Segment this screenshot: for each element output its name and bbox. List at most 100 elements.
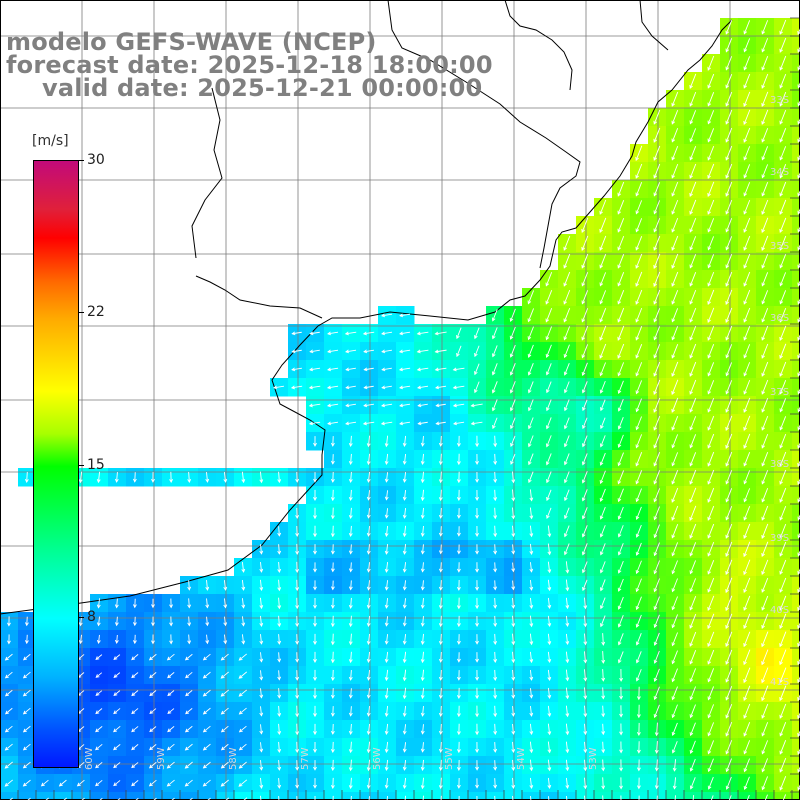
wind-arrow <box>689 631 697 647</box>
wind-arrow <box>707 271 715 287</box>
wind-arrow <box>420 651 425 664</box>
wind-arrow <box>366 562 371 573</box>
wind-arrow <box>617 488 624 503</box>
wind-arrow <box>348 471 353 484</box>
wind-arrow <box>583 633 588 646</box>
wind-arrow <box>761 73 769 89</box>
wind-arrow <box>602 795 604 800</box>
wind-arrow <box>348 633 353 646</box>
wind-arrow <box>779 128 787 143</box>
wind-arrow <box>313 489 317 502</box>
wind-arrow <box>529 759 534 772</box>
wind-arrow <box>493 760 498 771</box>
lat-label: 34S <box>770 167 789 178</box>
wind-arrow <box>635 578 642 593</box>
wind-arrow <box>583 705 588 718</box>
wind-arrow <box>7 634 11 645</box>
wind-arrow <box>420 669 425 682</box>
wind-arrow <box>743 56 751 71</box>
wind-cell <box>792 36 800 55</box>
wind-arrow <box>743 523 751 539</box>
wind-arrow <box>149 690 157 697</box>
wind-arrow <box>438 435 443 447</box>
wind-arrow <box>95 708 103 715</box>
wind-arrow <box>617 560 624 574</box>
wind-cell <box>792 612 800 631</box>
wind-arrow <box>184 653 193 661</box>
wind-arrow <box>707 325 715 341</box>
wind-cell <box>144 792 163 800</box>
wind-arrow <box>456 741 461 754</box>
wind-speed-cells <box>0 18 800 800</box>
wind-arrow <box>384 687 389 700</box>
wind-arrow <box>330 633 335 646</box>
wind-arrow <box>384 705 389 718</box>
wind-arrow <box>600 597 606 610</box>
wind-arrow <box>601 651 606 664</box>
wind-arrow <box>187 598 192 609</box>
wind-arrow <box>635 434 643 449</box>
wind-arrow <box>330 651 335 664</box>
wind-arrow <box>149 708 157 715</box>
wind-arrow <box>689 596 697 611</box>
wind-arrow <box>563 271 571 287</box>
wind-arrow <box>259 688 264 699</box>
wind-arrow <box>581 217 589 234</box>
wind-arrow <box>635 271 643 287</box>
wind-cell <box>792 198 800 217</box>
wind-arrow <box>202 707 211 715</box>
wind-arrow <box>707 559 715 575</box>
wind-arrow <box>313 669 317 682</box>
wind-arrow <box>313 651 317 664</box>
wind-arrow <box>638 795 640 800</box>
wind-arrow <box>398 367 411 372</box>
wind-arrow <box>779 380 787 395</box>
wind-arrow <box>149 726 157 733</box>
wind-arrow <box>601 759 606 772</box>
wind-arrow <box>202 653 211 661</box>
wind-arrow <box>689 343 697 359</box>
wind-arrow <box>725 686 733 701</box>
wind-cell <box>792 216 800 235</box>
wind-arrow <box>725 127 733 143</box>
wind-arrow <box>635 669 642 682</box>
wind-arrow <box>529 706 534 717</box>
wind-arrow <box>291 349 302 354</box>
wind-arrow <box>617 362 625 377</box>
wind-arrow <box>761 685 769 702</box>
wind-arrow <box>330 688 335 699</box>
wind-arrow <box>581 290 589 305</box>
wind-arrow <box>635 506 642 520</box>
wind-cell <box>756 792 775 800</box>
wind-arrow <box>344 331 357 336</box>
wind-arrow <box>743 127 751 143</box>
wind-arrow <box>366 525 371 537</box>
wind-arrow <box>583 723 588 736</box>
wind-arrow <box>689 181 697 197</box>
wind-arrow <box>689 758 696 772</box>
wind-arrow <box>653 470 661 485</box>
wind-arrow <box>710 795 714 800</box>
wind-arrow <box>761 217 769 234</box>
wind-arrow <box>707 649 715 665</box>
wind-arrow <box>420 633 425 645</box>
wind-arrow <box>583 759 588 772</box>
wind-arrow <box>583 651 588 664</box>
wind-arrow <box>153 797 157 800</box>
wind-arrow <box>402 634 407 645</box>
wind-arrow <box>131 672 139 679</box>
wind-arrow <box>564 507 570 520</box>
wind-arrow <box>671 632 678 647</box>
wind-arrow <box>653 452 661 467</box>
wind-cell <box>792 54 800 73</box>
wind-cell <box>792 738 800 757</box>
wind-arrow <box>779 505 787 521</box>
wind-cell <box>792 324 800 343</box>
wind-arrow <box>438 777 443 790</box>
wind-arrow <box>457 562 461 573</box>
wind-arrow <box>743 613 751 630</box>
wind-arrow <box>653 596 660 611</box>
wind-arrow <box>238 653 247 661</box>
wind-arrow <box>404 795 407 800</box>
